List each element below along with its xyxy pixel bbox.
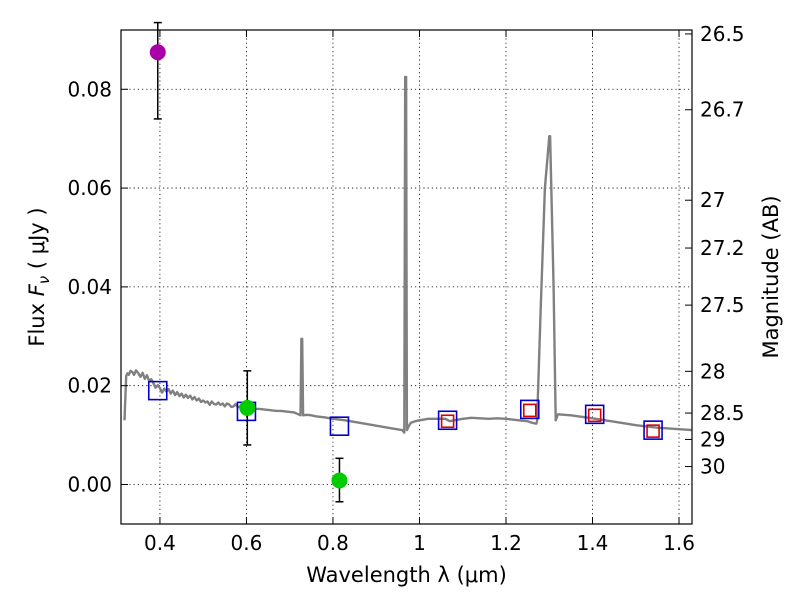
y-axis-label: Flux Fν ( μJy ) [25, 207, 53, 346]
y-tick-label: 0.08 [67, 77, 112, 101]
y2-tick-label: 26.7 [700, 98, 745, 122]
y-tick-label: 0.02 [67, 374, 112, 398]
observed-data-point [239, 399, 256, 416]
observed-data-point [149, 44, 166, 61]
series-layer [123, 21, 693, 503]
y2-axis-label: Magnitude (AB) [759, 195, 783, 358]
blue-square-marker [437, 410, 458, 431]
observed-data-point [331, 472, 348, 489]
grid-layer [121, 30, 692, 524]
sed-model-line [123, 75, 693, 434]
y2-tick-label: 28.5 [700, 401, 745, 425]
y2-tick-label: 30 [700, 455, 725, 479]
blue-square-marker [643, 420, 663, 440]
red-square-marker [646, 424, 660, 438]
y-tick-label: 0.06 [67, 176, 112, 200]
y2-tick-label: 29 [700, 427, 725, 451]
y2-tick-label: 28 [700, 359, 725, 383]
red-square-marker [440, 414, 455, 429]
tick-layer: 0.4 0.6 0.8 1 1.2 1.4 1.6 0.00 0.02 0.04 0.06 0.08 2… [67, 22, 744, 555]
x-tick-label: 1.2 [490, 531, 522, 555]
red-square-marker [587, 408, 602, 423]
x-tick-label: 1 [413, 531, 426, 555]
x-tick-label: 0.8 [317, 531, 349, 555]
y-tick-label: 0.04 [67, 275, 112, 299]
y-tick-label: 0.00 [67, 472, 112, 496]
x-axis-label: Wavelength λ (μm) [306, 563, 507, 587]
blue-square-marker [519, 399, 540, 420]
y2-tick-label: 26.5 [700, 22, 745, 46]
x-tick-label: 1.4 [577, 531, 609, 555]
y2-tick-label: 27.5 [700, 293, 745, 317]
blue-square-marker [147, 380, 168, 401]
blue-square-marker [329, 416, 350, 436]
red-square-marker [522, 403, 537, 418]
x-tick-label: 0.6 [231, 531, 263, 555]
plot-frame [120, 29, 693, 525]
x-tick-label: 0.4 [144, 531, 176, 555]
x-tick-label: 1.6 [663, 531, 695, 555]
blue-square-marker [584, 404, 605, 425]
y2-tick-label: 27.2 [700, 236, 745, 260]
y2-tick-label: 27 [700, 188, 725, 212]
